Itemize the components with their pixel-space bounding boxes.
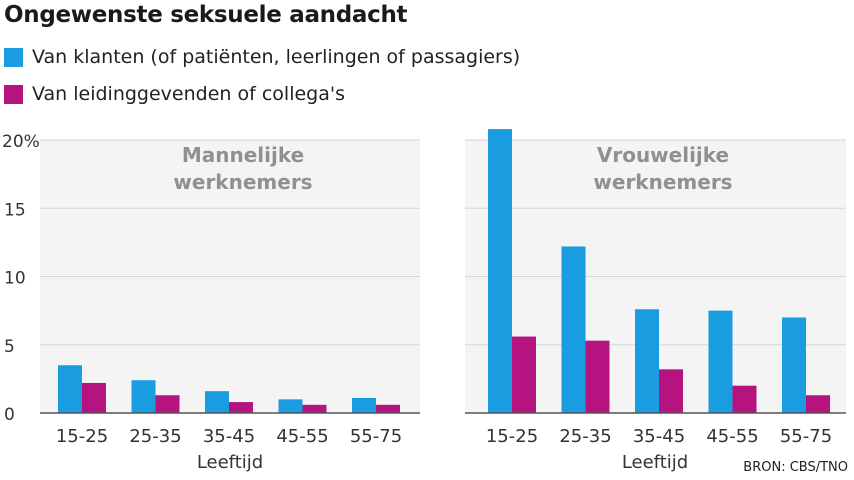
x-tick-label: 45-55 xyxy=(276,426,328,447)
legend-swatch-clients xyxy=(4,47,23,67)
panel-title: Vrouwelijke xyxy=(597,143,729,167)
bar-colleagues xyxy=(302,404,327,413)
bar-clients xyxy=(561,246,586,413)
x-tick-label: 35-45 xyxy=(633,426,685,447)
chart-title: Ongewenste seksuele aandacht xyxy=(4,2,408,28)
legend-label-colleagues: Van leidinggevenden of collega's xyxy=(32,83,345,105)
bar-clients xyxy=(708,310,733,413)
x-tick-label: 55-75 xyxy=(350,426,402,447)
y-tick-label: 5 xyxy=(4,337,15,357)
legend-item-clients: Van klanten (of patiënten, leerlingen of… xyxy=(4,44,520,70)
panel-title: werknemers xyxy=(173,170,312,194)
bar-colleagues xyxy=(229,402,253,413)
x-axis-label: Leeftijd xyxy=(197,452,263,473)
bar-clients xyxy=(352,397,376,413)
bar-colleagues xyxy=(659,369,683,413)
x-tick-label: 35-45 xyxy=(203,426,255,447)
bar-colleagues xyxy=(512,336,536,413)
panel-title: Mannelijke xyxy=(182,143,304,167)
bar-colleagues xyxy=(155,395,180,413)
bar-clients xyxy=(782,317,806,413)
y-tick-label: 20% xyxy=(2,132,40,152)
x-tick-label: 15-25 xyxy=(56,426,108,447)
x-tick-label: 15-25 xyxy=(486,426,538,447)
bar-clients xyxy=(58,365,82,413)
bar-clients xyxy=(635,309,659,413)
x-tick-label: 55-75 xyxy=(780,426,832,447)
bar-clients xyxy=(278,399,303,413)
bar-clients xyxy=(488,129,512,413)
bar-colleagues xyxy=(806,395,830,413)
y-tick-label: 10 xyxy=(4,269,26,289)
x-tick-label: 45-55 xyxy=(706,426,758,447)
source-note: BRON: CBS/TNO xyxy=(743,460,848,475)
legend-item-colleagues: Van leidinggevenden of collega's xyxy=(4,81,345,107)
panel-title: werknemers xyxy=(593,170,732,194)
x-tick-label: 25-35 xyxy=(129,426,181,447)
x-tick-label: 25-35 xyxy=(559,426,611,447)
bar-colleagues xyxy=(82,382,106,413)
legend-label-clients: Van klanten (of patiënten, leerlingen of… xyxy=(32,46,521,68)
bar-clients xyxy=(205,391,229,413)
x-axis-label: Leeftijd xyxy=(622,452,688,473)
bar-colleagues xyxy=(376,404,400,413)
legend-swatch-colleagues xyxy=(4,84,23,104)
bar-colleagues xyxy=(585,340,610,413)
y-tick-label: 0 xyxy=(4,405,15,425)
bar-clients xyxy=(131,380,156,413)
bar-colleagues xyxy=(732,385,757,413)
y-tick-label: 15 xyxy=(4,200,26,220)
